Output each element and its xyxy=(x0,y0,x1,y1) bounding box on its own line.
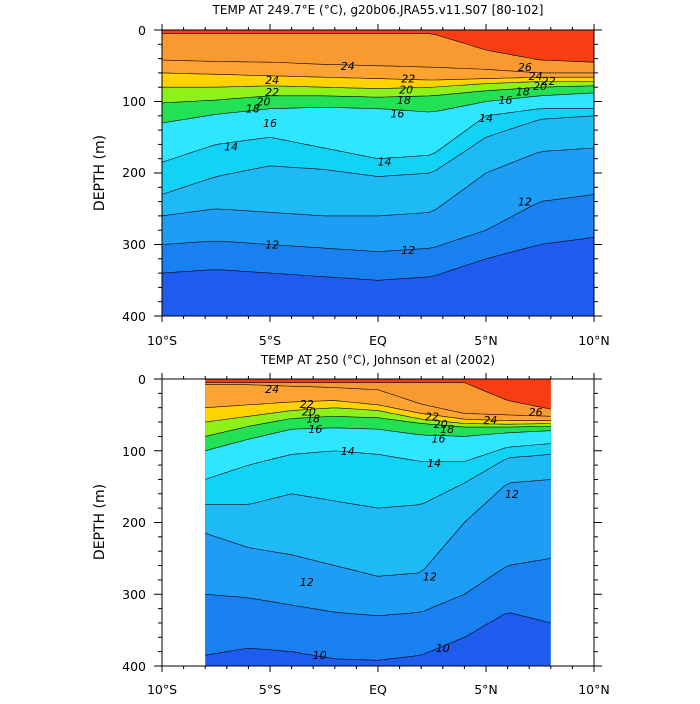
contour-label: 20 xyxy=(257,96,271,109)
isotherm-18 xyxy=(205,416,551,437)
panel-1-ticks xyxy=(154,24,602,322)
contour-label: 22 xyxy=(542,75,556,88)
contour-label: 26 xyxy=(518,61,532,74)
isotherm-12 xyxy=(161,147,595,217)
contour-label: 16 xyxy=(431,433,445,446)
contour-label: 14 xyxy=(479,112,493,125)
panel-1-plot-area: 2422201816142422201816141426242220181612… xyxy=(161,30,595,316)
panel-2-ytick-100: 100 xyxy=(122,444,146,459)
contour-label: 24 xyxy=(483,414,497,427)
isotherm-11 xyxy=(205,558,551,617)
isotherm-22 xyxy=(161,72,594,81)
panel-2-xtick-10s: 10°S xyxy=(147,682,177,697)
panel-1-ytick-100: 100 xyxy=(122,94,146,109)
band-above-24 xyxy=(205,379,551,417)
panel-2-title: TEMP AT 250 (°C), Johnson et al (2002) xyxy=(260,353,495,367)
isotherm-12 xyxy=(205,479,551,577)
contour-label: 14 xyxy=(427,457,441,470)
contour-label: 14 xyxy=(341,445,355,458)
contour-label: 18 xyxy=(246,103,260,116)
panel-1-ytick-0: 0 xyxy=(138,23,146,38)
panel-1-xtick-5s: 5°S xyxy=(259,333,281,348)
panel-1-ytick-200: 200 xyxy=(122,165,146,180)
panel-1-title: TEMP AT 249.7°E (°C), g20b06.JRA55.v11.S… xyxy=(212,3,544,17)
band-above-26 xyxy=(205,379,551,410)
isotherm-14 xyxy=(205,443,551,480)
panel-2-xtick-5s: 5°S xyxy=(259,682,281,697)
isotherm-22 xyxy=(205,400,551,421)
panel-1-ylabel: DEPTH (m) xyxy=(92,135,108,211)
panel-1-xtick-5n: 5°N xyxy=(474,333,498,348)
contour-label: 18 xyxy=(516,85,530,98)
isotherm-18 xyxy=(161,85,595,104)
contour-label: 24 xyxy=(341,60,355,73)
isotherm-14 xyxy=(161,108,594,163)
contour-label: 12 xyxy=(401,244,415,257)
contour-label: 16 xyxy=(308,423,322,436)
isotherm-11 xyxy=(161,194,595,253)
panel-2-ytick-0: 0 xyxy=(138,372,146,387)
isotherm-10 xyxy=(161,237,595,281)
panel-1-ytick-300: 300 xyxy=(122,237,146,252)
panel-1-xtick-10s: 10°S xyxy=(147,333,177,348)
contour-label: 20 xyxy=(302,405,316,418)
contour-label: 22 xyxy=(300,398,314,411)
contour-label: 12 xyxy=(265,239,279,252)
isotherm-24 xyxy=(205,384,551,417)
contour-label: 10 xyxy=(436,642,450,655)
contour-label: 12 xyxy=(423,570,437,583)
panel-2-ytick-200: 200 xyxy=(122,515,146,530)
isotherm-20 xyxy=(205,407,551,425)
contour-label: 16 xyxy=(390,108,404,121)
isotherm-16 xyxy=(205,427,551,452)
contour-label: 20 xyxy=(533,80,547,93)
panel-model: TEMP AT 249.7°E (°C), g20b06.JRA55.v11.S… xyxy=(92,3,610,348)
contour-label: 12 xyxy=(505,488,519,501)
contour-label: 12 xyxy=(518,196,532,209)
contour-label: 24 xyxy=(265,383,279,396)
panel-2-xtick-10n: 10°N xyxy=(578,682,610,697)
contour-label: 24 xyxy=(265,74,279,87)
contour-label: 10 xyxy=(313,649,327,662)
contour-label: 16 xyxy=(263,117,277,130)
isotherm-13 xyxy=(161,115,595,195)
contour-label: 18 xyxy=(397,94,411,107)
contour-label: 20 xyxy=(399,83,413,96)
isotherm-13 xyxy=(205,454,551,509)
panel-2-xtick-eq: EQ xyxy=(369,682,387,697)
panel-2-ylabel: DEPTH (m) xyxy=(92,484,108,560)
contour-label: 22 xyxy=(425,410,439,423)
panel-2-ytick-400: 400 xyxy=(122,659,146,674)
panel-2-ytick-300: 300 xyxy=(122,587,146,602)
panel-2-ticks xyxy=(154,373,602,672)
contour-label: 14 xyxy=(377,156,391,169)
contour-label: 18 xyxy=(440,423,454,436)
panel-observations: TEMP AT 250 (°C), Johnson et al (2002) 2… xyxy=(92,353,610,697)
band-above-26 xyxy=(162,30,594,63)
isotherm-24 xyxy=(161,59,594,74)
panel-1-xtick-10n: 10°N xyxy=(578,333,610,348)
contour-label: 18 xyxy=(306,412,320,425)
contour-label: 16 xyxy=(498,94,512,107)
panel-2-xtick-5n: 5°N xyxy=(474,682,498,697)
isotherm-16 xyxy=(161,92,595,124)
isotherm-20 xyxy=(162,81,594,89)
contour-label: 14 xyxy=(224,141,238,154)
contour-label: 22 xyxy=(401,73,415,86)
contour-label: 22 xyxy=(265,86,279,99)
contour-label: 24 xyxy=(529,70,543,83)
isotherm-26 xyxy=(205,382,551,410)
panel-1-ytick-400: 400 xyxy=(122,309,146,324)
contour-label: 20 xyxy=(434,418,448,431)
isotherm-10 xyxy=(205,612,551,661)
contour-label: 12 xyxy=(300,576,314,589)
panel-1-xtick-eq: EQ xyxy=(369,333,387,348)
contour-label: 26 xyxy=(529,406,543,419)
isotherm-26 xyxy=(162,33,595,63)
